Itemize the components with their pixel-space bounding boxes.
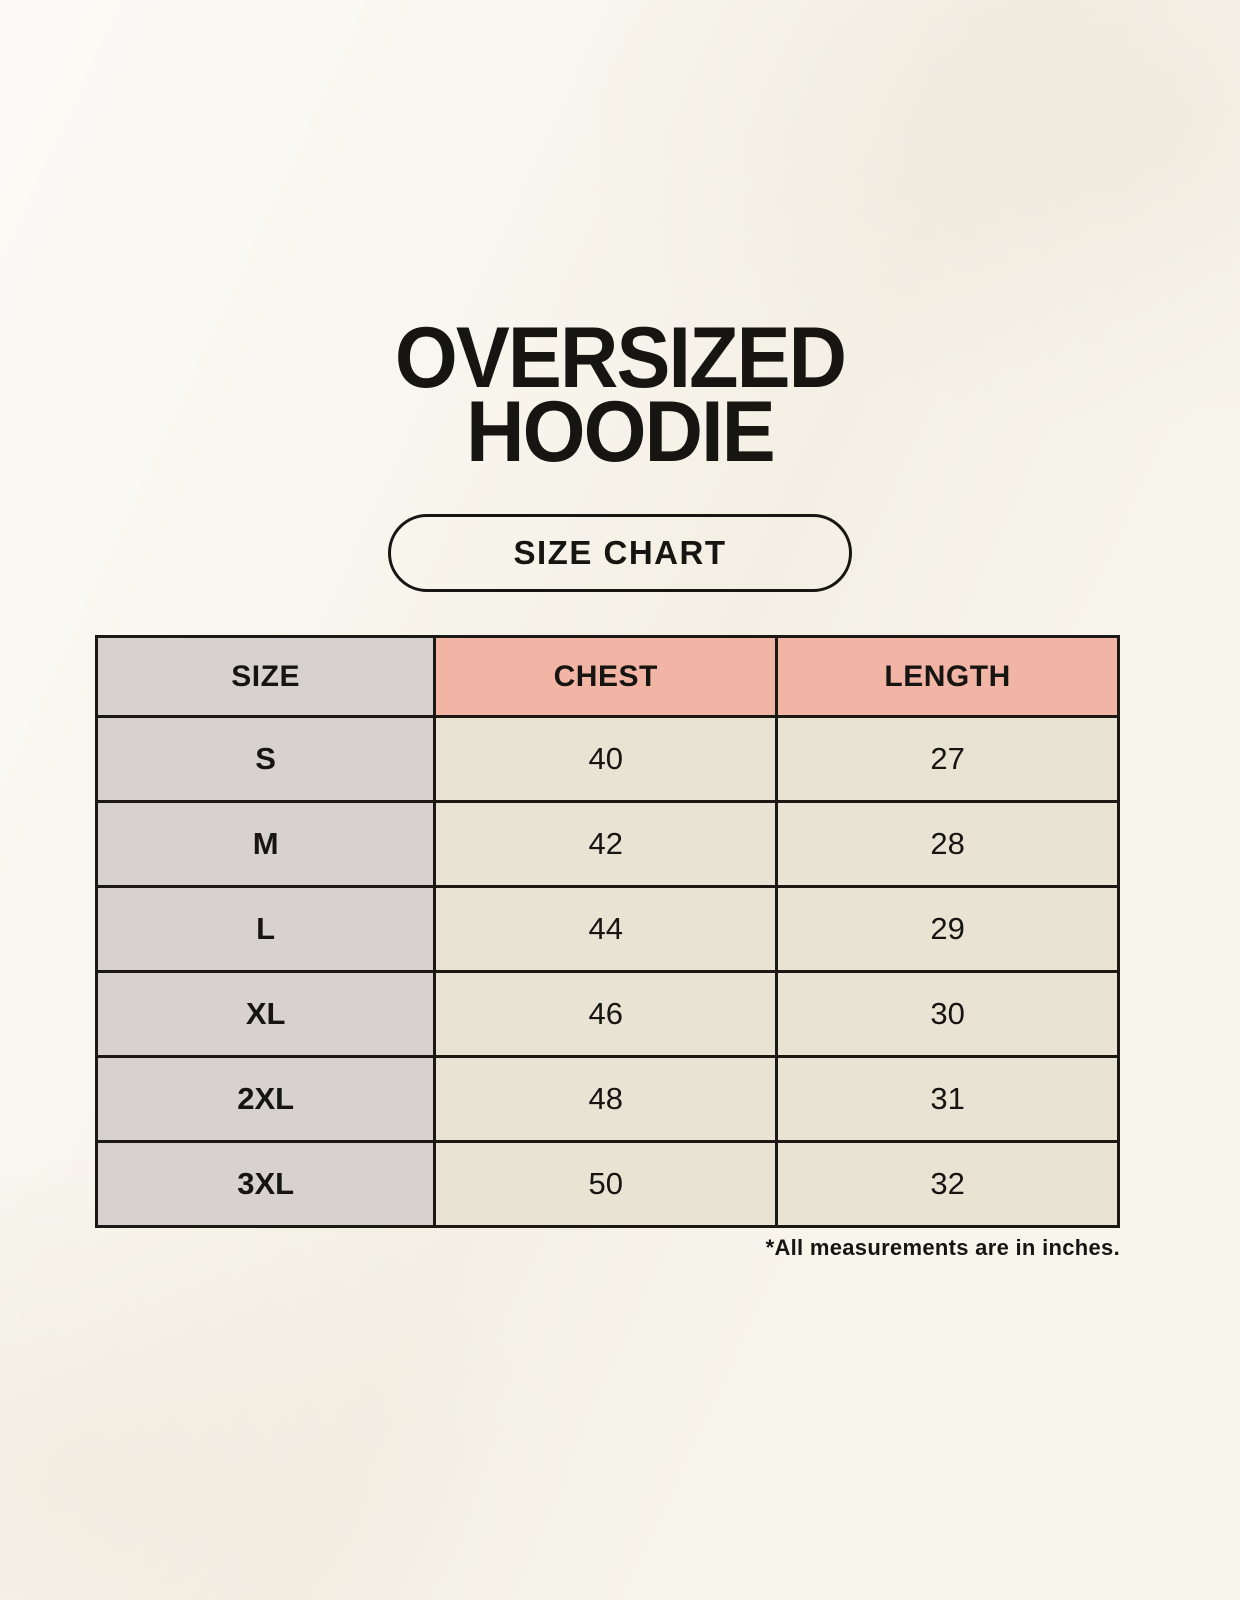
column-header-length: LENGTH [775, 635, 1120, 718]
chest-cell: 44 [433, 885, 779, 973]
page-title-line1: OVERSIZED [394, 310, 847, 406]
size-cell: XL [94, 970, 437, 1058]
chest-cell: 46 [433, 970, 779, 1058]
table-row: M 42 28 [94, 800, 1120, 888]
size-chart-badge-label: SIZE CHART [513, 534, 727, 571]
table-row: XL 46 30 [94, 970, 1120, 1058]
measurements-footnote: *All measurements are in inches. [765, 1235, 1120, 1260]
size-chart-table: SIZE CHEST LENGTH S 40 27 M 42 28 L 44 2… [94, 635, 1120, 1228]
size-cell: L [94, 885, 437, 973]
table-row: 3XL 50 32 [94, 1140, 1120, 1228]
column-header-chest: CHEST [433, 635, 779, 718]
size-cell: M [94, 800, 437, 888]
chest-cell: 48 [433, 1055, 779, 1143]
chest-cell: 50 [433, 1140, 779, 1228]
length-cell: 27 [775, 715, 1120, 803]
chest-cell: 42 [433, 800, 779, 888]
length-cell: 31 [775, 1055, 1120, 1143]
size-chart-badge[interactable]: SIZE CHART [388, 514, 852, 592]
chest-cell: 40 [433, 715, 779, 803]
length-cell: 32 [775, 1140, 1120, 1228]
length-cell: 28 [775, 800, 1120, 888]
size-cell: S [94, 715, 437, 803]
table-header-row: SIZE CHEST LENGTH [94, 635, 1120, 718]
size-cell: 3XL [94, 1140, 437, 1228]
table-row: S 40 27 [94, 715, 1120, 803]
size-cell: 2XL [94, 1055, 437, 1143]
page-title: OVERSIZED HOODIE [37, 310, 1203, 480]
table-row: L 44 29 [94, 885, 1120, 973]
length-cell: 30 [775, 970, 1120, 1058]
page-title-line2: HOODIE [466, 384, 776, 480]
table-row: 2XL 48 31 [94, 1055, 1120, 1143]
length-cell: 29 [775, 885, 1120, 973]
column-header-size: SIZE [94, 635, 437, 718]
